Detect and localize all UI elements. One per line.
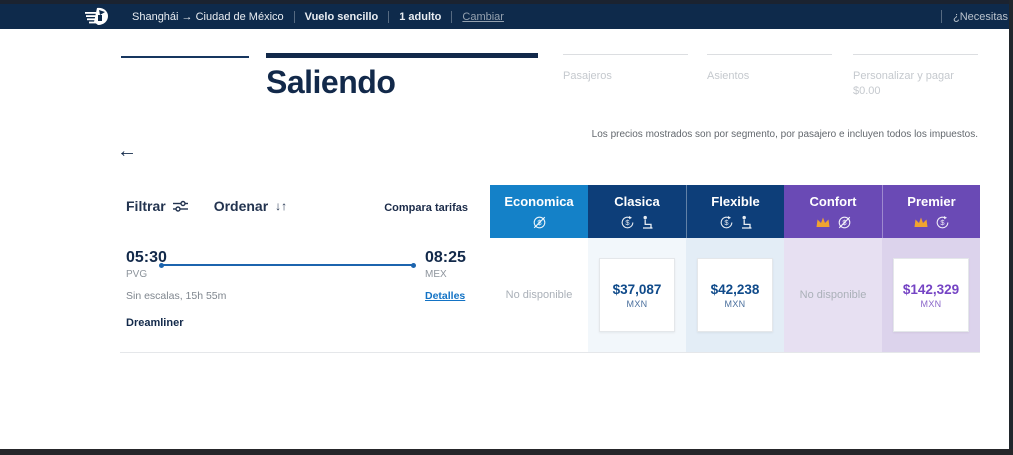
price-cell-clasica: $37,087 MXN <box>588 238 686 352</box>
refund-fee-icon: $ <box>719 215 734 230</box>
window-bottom-edge <box>0 449 1013 455</box>
fare-header-clasica[interactable]: Clasica $ <box>588 185 686 238</box>
back-arrow-icon[interactable]: ← <box>117 140 137 162</box>
no-refund-icon: $ <box>837 215 852 230</box>
fare-header-economica[interactable]: Economica $ <box>490 185 588 238</box>
fare-name: Premier <box>907 194 956 209</box>
price-amount: $42,238 <box>710 281 760 297</box>
passenger-count-label: 1 adulto <box>399 10 442 23</box>
step-amount: $0.00 <box>853 85 881 97</box>
top-navigation-bar: Shanghái → Ciudad de México Vuelo sencil… <box>0 4 1013 29</box>
price-cell-confort: No disponible <box>784 238 882 352</box>
sort-label: Ordenar <box>213 198 269 214</box>
divider <box>293 10 295 23</box>
departure-airport-code: PVG <box>126 269 148 280</box>
arrival-time: 08:25 <box>425 249 466 266</box>
price-cell-flexible: $42,238 MXN <box>686 238 784 352</box>
filter-label: Filtrar <box>126 198 166 214</box>
fare-header-confort[interactable]: Confort $ <box>784 185 882 238</box>
step-bar-pasajeros <box>563 54 688 55</box>
seat-icon <box>641 215 654 230</box>
step-label-pagar: Personalizar y pagar $0.00 <box>853 69 954 99</box>
price-card-premier[interactable]: $142,329 MXN <box>893 258 969 332</box>
need-help-link[interactable]: ¿Necesitas ayuda? <box>953 11 1013 23</box>
fare-name: Clasica <box>614 194 660 209</box>
svg-text:$: $ <box>724 218 729 227</box>
price-amount: $37,087 <box>612 281 662 297</box>
flight-details-link[interactable]: Detalles <box>425 290 466 302</box>
price-card-flexible[interactable]: $42,238 MXN <box>697 258 773 332</box>
arrival-airport-code: MEX <box>425 269 447 280</box>
price-currency: MXN <box>724 298 746 309</box>
route-summary: Shanghái → Ciudad de México <box>132 10 284 23</box>
fare-header-premier[interactable]: Premier $ <box>882 185 980 238</box>
fare-name: Flexible <box>711 194 760 209</box>
no-refund-icon: $ <box>532 215 547 230</box>
sort-button[interactable]: Ordenar ↓↑ <box>214 198 287 214</box>
svg-text:$: $ <box>940 218 945 227</box>
crown-icon <box>913 216 929 229</box>
svg-text:$: $ <box>625 218 630 227</box>
divider <box>388 10 390 23</box>
price-currency: MXN <box>920 298 942 309</box>
fare-header-flexible[interactable]: Flexible $ <box>686 185 784 238</box>
window-right-edge <box>1009 0 1013 455</box>
step-bar-asientos <box>707 54 832 55</box>
flight-duration: Sin escalas, 15h 55m <box>126 290 227 302</box>
pricing-notice: Los precios mostrados son por segmento, … <box>591 129 978 140</box>
change-search-link[interactable]: Cambiar <box>462 10 504 23</box>
crown-icon <box>815 216 831 229</box>
divider <box>451 10 453 23</box>
price-card-clasica[interactable]: $37,087 MXN <box>599 258 675 332</box>
seat-icon <box>740 215 753 230</box>
window-top-edge <box>0 0 1013 4</box>
filter-button[interactable]: Filtrar <box>126 198 188 214</box>
compare-fares-button[interactable]: Compara tarifas <box>384 202 468 214</box>
aircraft-type: Dreamliner <box>126 317 184 329</box>
step-label-asientos: Asientos <box>707 70 750 82</box>
not-available-label: No disponible <box>505 289 573 301</box>
page-title: Saliendo <box>266 64 396 100</box>
flight-route-line <box>159 262 416 268</box>
price-amount: $142,329 <box>902 281 960 297</box>
step-bar-current <box>266 53 538 58</box>
price-currency: MXN <box>626 298 648 309</box>
filter-sliders-icon <box>172 200 188 212</box>
not-available-label: No disponible <box>799 289 867 301</box>
fare-name: Confort <box>809 194 857 209</box>
aeromexico-logo-icon[interactable] <box>84 6 114 28</box>
price-cell-premier: $142,329 MXN <box>882 238 980 352</box>
step-bar-pagar <box>853 54 978 55</box>
sort-arrows-icon: ↓↑ <box>275 199 288 213</box>
refund-fee-icon: $ <box>620 215 635 230</box>
step-label-pasajeros: Pasajeros <box>563 70 612 82</box>
divider <box>941 10 942 23</box>
refund-fee-icon: $ <box>935 215 950 230</box>
results-toolbar: Filtrar Ordenar ↓↑ <box>126 198 287 214</box>
row-divider <box>120 352 980 353</box>
price-cell-economica: No disponible <box>490 238 588 352</box>
trip-type-label: Vuelo sencillo <box>304 10 379 23</box>
departure-time: 05:30 <box>126 249 167 266</box>
step-label-pagar-text: Personalizar y pagar <box>853 70 954 82</box>
step-bar-completed <box>121 56 249 58</box>
fare-name: Economica <box>504 194 574 209</box>
